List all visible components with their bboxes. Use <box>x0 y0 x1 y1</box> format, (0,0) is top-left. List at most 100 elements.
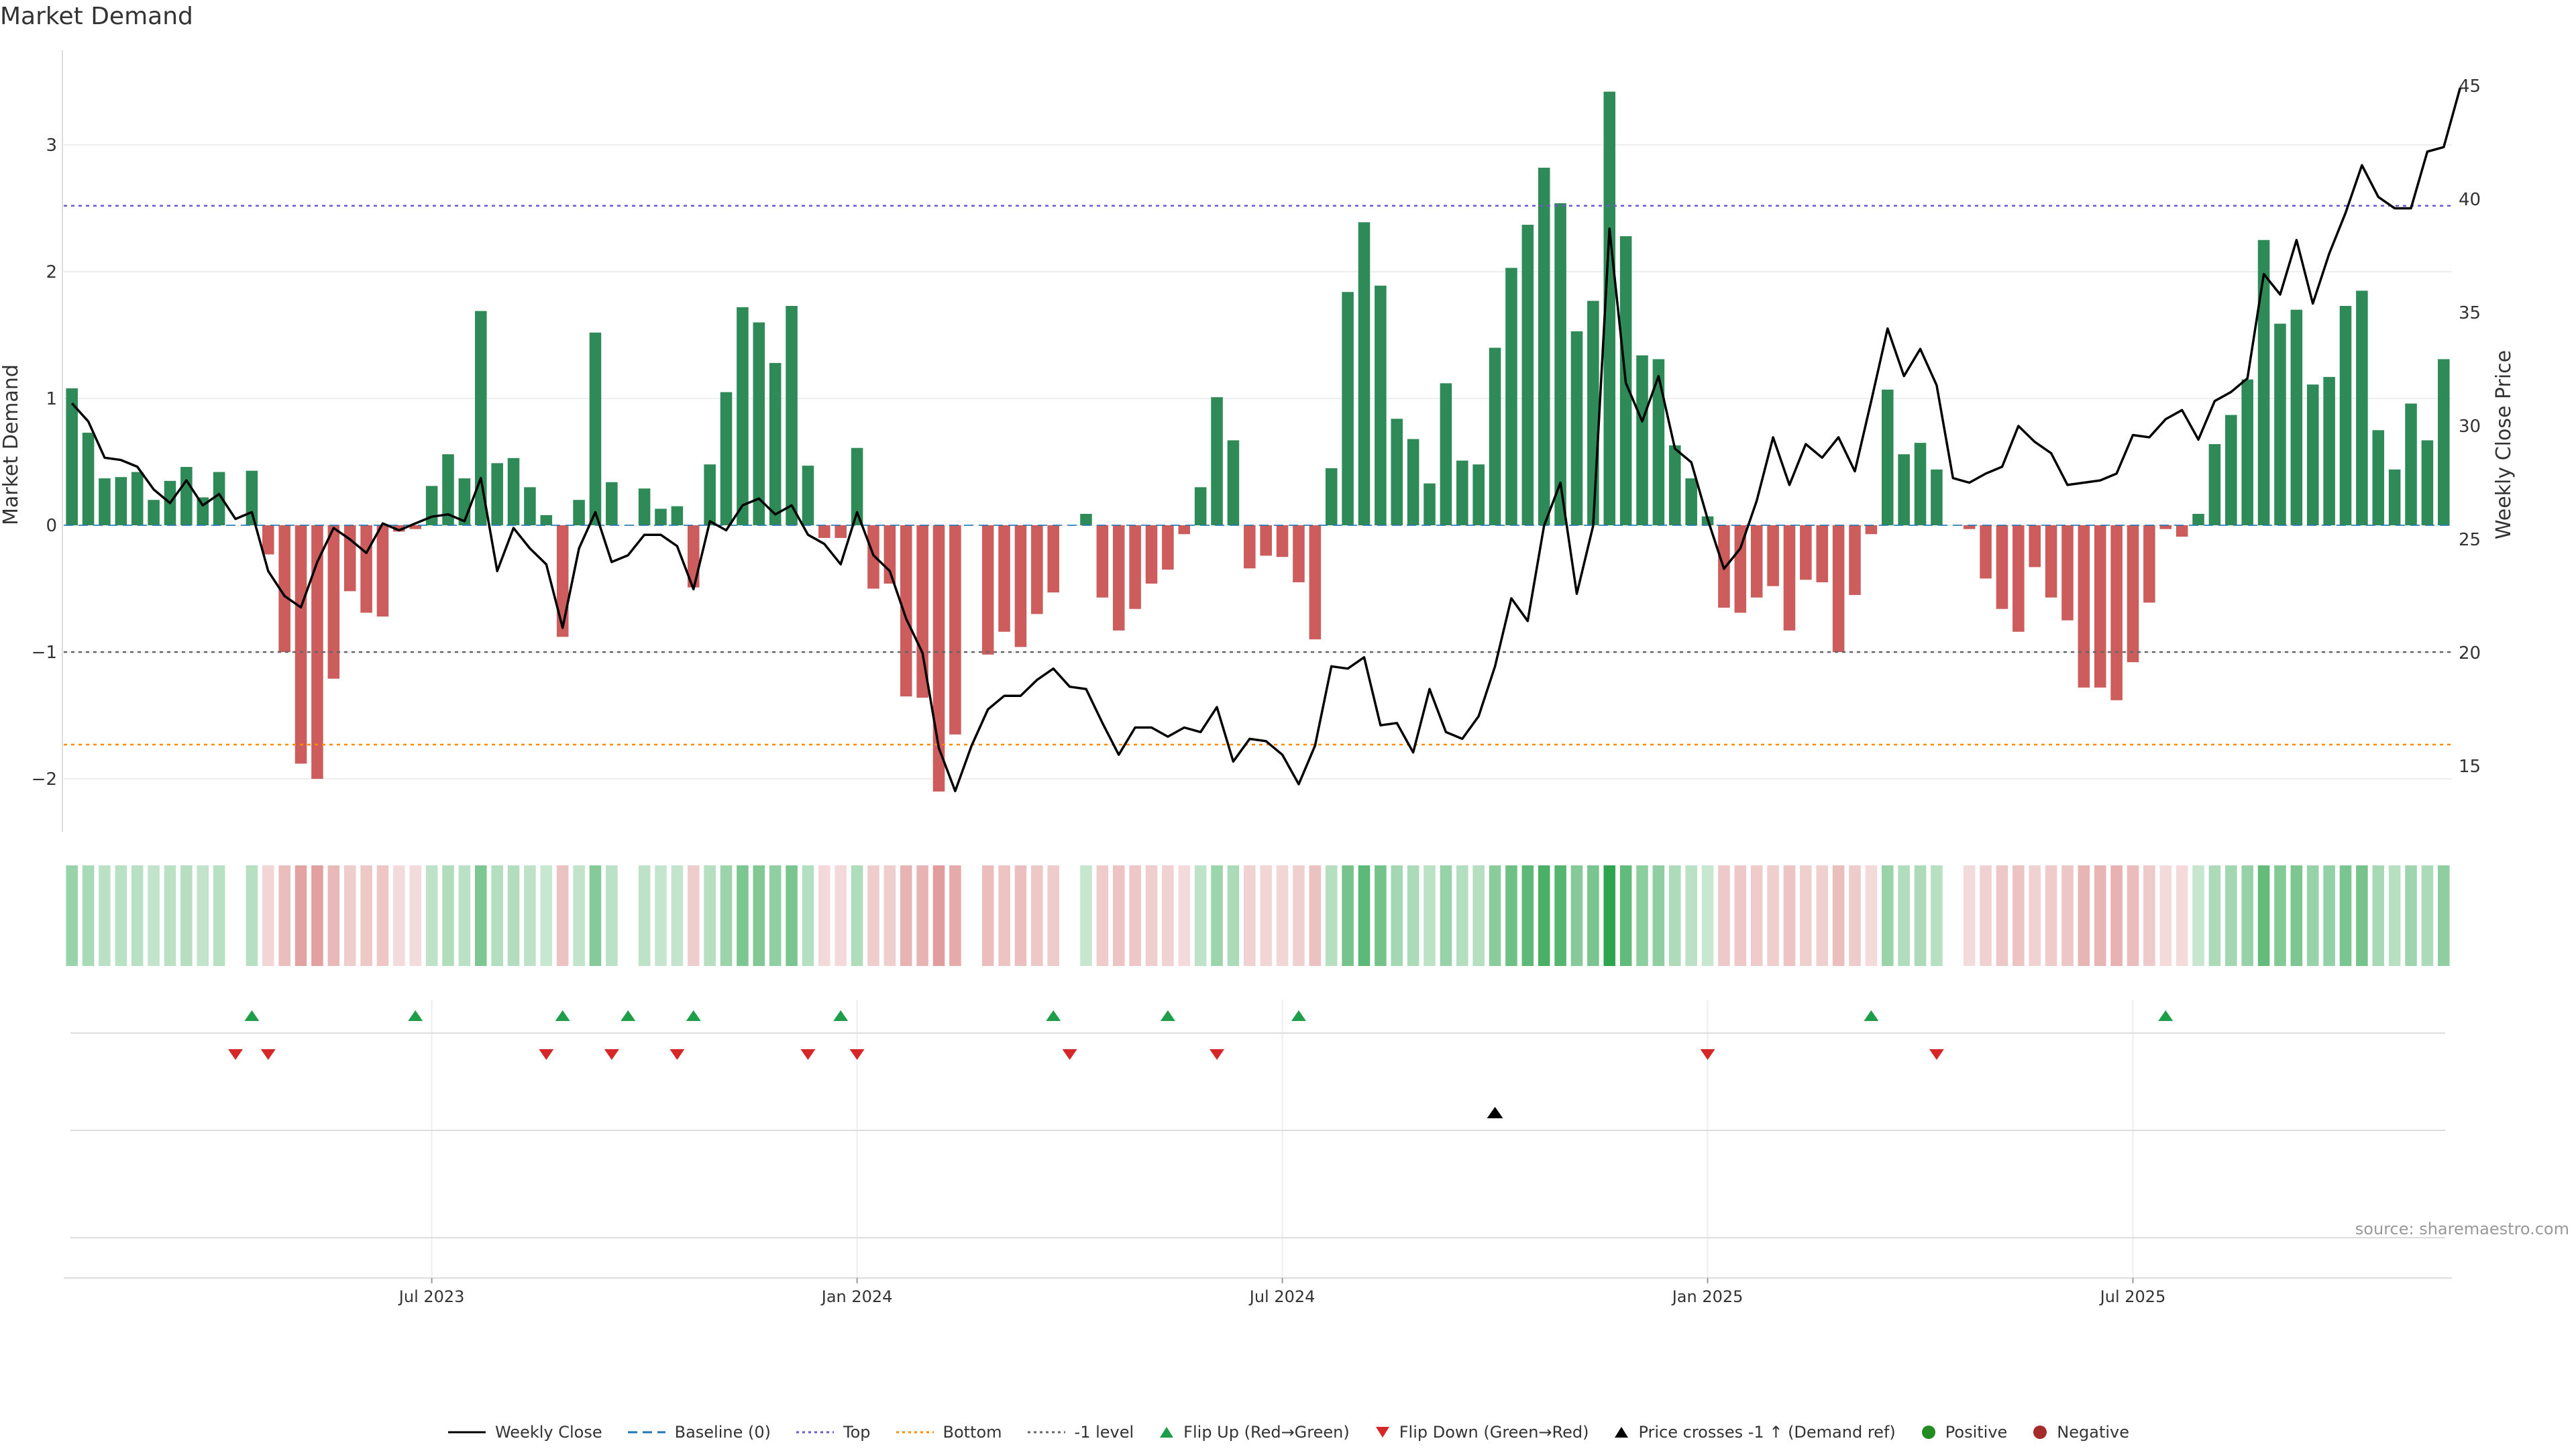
heat-cell <box>851 865 863 966</box>
heat-cell <box>1669 865 1681 966</box>
demand-bar <box>246 470 258 525</box>
demand-bar <box>360 525 372 613</box>
demand-bar <box>2110 525 2123 700</box>
demand-bar <box>883 525 896 584</box>
demand-bar <box>1407 439 1419 525</box>
demand-bar <box>1358 222 1371 525</box>
heat-cell <box>376 865 389 966</box>
heat-cell <box>916 865 928 966</box>
heat-cell <box>311 865 323 966</box>
demand-bar <box>786 306 798 525</box>
heat-cell <box>1980 865 1992 966</box>
legend-item: Flip Down (Green→Red) <box>1374 1423 1589 1442</box>
demand-bar <box>737 307 749 525</box>
demand-bar <box>932 525 945 792</box>
demand-bar <box>1014 525 1027 647</box>
heat-cell <box>343 865 356 966</box>
heat-cell <box>1865 865 1878 966</box>
demand-bar <box>1145 525 1158 584</box>
demand-bar <box>1309 525 1322 640</box>
legend-label: Price crosses -1 ↑ (Demand ref) <box>1638 1423 1896 1442</box>
heat-cell <box>491 865 503 966</box>
heat-cell <box>981 865 994 966</box>
y-tick-label: −1 <box>32 643 57 663</box>
heat-cell <box>262 865 274 966</box>
demand-bar <box>753 322 765 525</box>
heat-cell <box>720 865 733 966</box>
heat-cell <box>1750 865 1763 966</box>
demand-bar <box>2176 525 2188 537</box>
demand-bar <box>1734 525 1747 613</box>
flip-down-marker <box>849 1049 865 1060</box>
heat-cell <box>1325 865 1338 966</box>
demand-bar <box>1750 525 1763 598</box>
legend-item: -1 level <box>1026 1423 1134 1442</box>
heat-cell <box>2127 865 2139 966</box>
heat-cell <box>835 865 847 966</box>
flip-up-marker <box>1864 1010 1879 1021</box>
heat-cell <box>818 865 830 966</box>
demand-bar <box>1898 454 1910 525</box>
source-note: source: sharemaestro.com <box>2355 1220 2569 1238</box>
flip-up-marker <box>2158 1010 2174 1021</box>
heat-cell <box>2110 865 2123 966</box>
heat-cell <box>409 865 422 966</box>
demand-bar <box>115 477 127 525</box>
demand-bar <box>606 482 618 525</box>
demand-bar <box>916 525 928 698</box>
demand-bar <box>2159 525 2172 529</box>
legend-swatch <box>1375 1427 1389 1438</box>
heat-cell <box>1407 865 1419 966</box>
legend-label: Flip Down (Green→Red) <box>1399 1423 1589 1442</box>
demand-bar <box>2061 525 2074 621</box>
legend-item: Positive <box>1920 1423 2007 1442</box>
demand-bar <box>131 472 144 525</box>
demand-bar <box>2339 306 2352 525</box>
heat-cell <box>540 865 553 966</box>
demand-bar <box>1244 525 1256 569</box>
demand-bar <box>148 500 160 525</box>
demand-bar <box>802 466 814 525</box>
heat-cell <box>1112 865 1125 966</box>
heat-cell <box>2405 865 2417 966</box>
demand-bar <box>1914 443 1927 525</box>
heat-cell <box>1718 865 1730 966</box>
heat-cell <box>115 865 127 966</box>
demand-bar <box>867 525 879 589</box>
y2-tick-label: 40 <box>2459 190 2481 210</box>
heat-cell <box>2339 865 2352 966</box>
heat-cell <box>99 865 111 966</box>
heat-cell <box>327 865 340 966</box>
demand-bar <box>1489 347 1501 525</box>
heat-cell <box>2192 865 2204 966</box>
chart-title: Market Demand <box>0 3 193 30</box>
demand-bar <box>294 525 307 764</box>
y-axis-title: Market Demand <box>0 364 23 525</box>
heat-cell <box>1603 865 1616 966</box>
heat-cell <box>131 865 144 966</box>
heat-cell <box>1734 865 1747 966</box>
heat-cell <box>753 865 765 966</box>
heat-cell <box>737 865 749 966</box>
heat-cell <box>606 865 618 966</box>
heat-cell <box>164 865 176 966</box>
heat-cell <box>1178 865 1191 966</box>
heat-cell <box>1570 865 1583 966</box>
heat-cell <box>2159 865 2172 966</box>
heat-cell <box>1080 865 1092 966</box>
demand-bar <box>2274 323 2286 525</box>
heat-cell <box>1849 865 1861 966</box>
heat-cell <box>655 865 667 966</box>
demand-bar <box>2405 403 2417 525</box>
heat-cell <box>2176 865 2188 966</box>
demand-bar <box>1881 389 1894 525</box>
demand-bar <box>1276 525 1289 557</box>
legend-item: Flip Up (Red→Green) <box>1158 1423 1350 1442</box>
demand-bar <box>900 525 912 697</box>
legend-label: Negative <box>2057 1423 2130 1442</box>
demand-bar <box>1521 225 1534 525</box>
demand-bar <box>2192 513 2204 525</box>
demand-bar <box>1832 525 1845 652</box>
x-tick-label: Jul 2023 <box>398 1287 465 1306</box>
demand-bar <box>2257 239 2270 525</box>
